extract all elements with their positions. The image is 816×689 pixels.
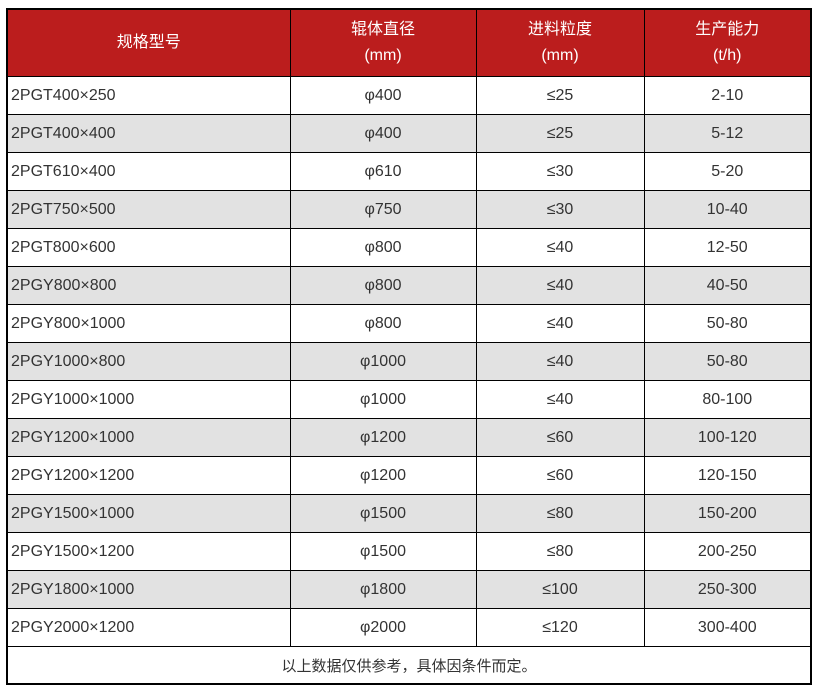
cell-roller-diameter: φ1500 (289, 532, 477, 571)
spec-table-head: 规格型号 辊体直径 (mm) 进料粒度 (mm) 生产能力 (t/h) (6, 8, 812, 77)
table-row: 2PGT400×250 φ400 ≤25 2-10 (6, 76, 812, 115)
cell-capacity: 2-10 (643, 76, 812, 115)
cell-feed-size: ≤60 (475, 418, 645, 457)
header-roller-diameter-unit: (mm) (364, 47, 402, 64)
cell-feed-size: ≤80 (475, 532, 645, 571)
cell-capacity: 300-400 (643, 608, 812, 647)
cell-model: 2PGT610×400 (6, 152, 291, 191)
cell-capacity: 5-20 (643, 152, 812, 191)
cell-model: 2PGT400×250 (6, 76, 291, 115)
cell-model: 2PGY800×1000 (6, 304, 291, 343)
cell-feed-size: ≤40 (475, 380, 645, 419)
header-capacity-label: 生产能力 (695, 21, 760, 38)
table-row: 2PGY1000×1000 φ1000 ≤40 80-100 (6, 380, 812, 419)
table-row: 2PGY1800×1000 φ1800 ≤100 250-300 (6, 570, 812, 609)
header-feed-size-label: 进料粒度 (527, 21, 592, 38)
cell-capacity: 5-12 (643, 114, 812, 153)
header-model-label: 规格型号 (116, 34, 181, 51)
spec-table-foot: 以上数据仅供参考，具体因条件而定。 (6, 646, 812, 685)
cell-feed-size: ≤30 (475, 190, 645, 229)
cell-roller-diameter: φ1200 (289, 418, 477, 457)
cell-roller-diameter: φ1200 (289, 456, 477, 495)
cell-capacity: 120-150 (643, 456, 812, 495)
cell-model: 2PGY1000×1000 (6, 380, 291, 419)
cell-model: 2PGY1200×1000 (6, 418, 291, 457)
cell-roller-diameter: φ1000 (289, 342, 477, 381)
cell-capacity: 10-40 (643, 190, 812, 229)
table-row: 2PGT400×400 φ400 ≤25 5-12 (6, 114, 812, 153)
table-row: 2PGY1500×1000 φ1500 ≤80 150-200 (6, 494, 812, 533)
cell-roller-diameter: φ1800 (289, 570, 477, 609)
header-model: 规格型号 (6, 8, 291, 77)
spec-table-body: 2PGT400×250 φ400 ≤25 2-10 2PGT400×400 φ400 ≤25… (6, 76, 812, 647)
footer-note: 以上数据仅供参考，具体因条件而定。 (6, 646, 812, 685)
header-capacity: 生产能力 (t/h) (643, 8, 812, 77)
table-row: 2PGY800×1000 φ800 ≤40 50-80 (6, 304, 812, 343)
cell-roller-diameter: φ1500 (289, 494, 477, 533)
table-row: 2PGT610×400 φ610 ≤30 5-20 (6, 152, 812, 191)
cell-roller-diameter: φ400 (289, 76, 477, 115)
cell-model: 2PGY2000×1200 (6, 608, 291, 647)
table-row: 2PGY1200×1000 φ1200 ≤60 100-120 (6, 418, 812, 457)
cell-capacity: 200-250 (643, 532, 812, 571)
cell-roller-diameter: φ800 (289, 228, 477, 267)
header-roller-diameter-label: 辊体直径 (350, 21, 415, 38)
cell-feed-size: ≤40 (475, 304, 645, 343)
cell-model: 2PGY1200×1200 (6, 456, 291, 495)
table-row: 2PGT750×500 φ750 ≤30 10-40 (6, 190, 812, 229)
cell-feed-size: ≤25 (475, 76, 645, 115)
cell-capacity: 150-200 (643, 494, 812, 533)
cell-feed-size: ≤60 (475, 456, 645, 495)
table-row: 2PGT800×600 φ800 ≤40 12-50 (6, 228, 812, 267)
cell-roller-diameter: φ800 (289, 266, 477, 305)
cell-feed-size: ≤40 (475, 266, 645, 305)
table-row: 2PGY1200×1200 φ1200 ≤60 120-150 (6, 456, 812, 495)
header-roller-diameter: 辊体直径 (mm) (289, 8, 477, 77)
cell-roller-diameter: φ750 (289, 190, 477, 229)
cell-feed-size: ≤40 (475, 228, 645, 267)
cell-model: 2PGY1500×1200 (6, 532, 291, 571)
cell-capacity: 12-50 (643, 228, 812, 267)
cell-feed-size: ≤25 (475, 114, 645, 153)
cell-capacity: 80-100 (643, 380, 812, 419)
header-feed-size: 进料粒度 (mm) (475, 8, 645, 77)
table-row: 2PGY1500×1200 φ1500 ≤80 200-250 (6, 532, 812, 571)
table-row: 2PGY2000×1200 φ2000 ≤120 300-400 (6, 608, 812, 647)
table-row: 2PGY800×800 φ800 ≤40 40-50 (6, 266, 812, 305)
cell-model: 2PGT750×500 (6, 190, 291, 229)
cell-capacity: 250-300 (643, 570, 812, 609)
cell-feed-size: ≤100 (475, 570, 645, 609)
table-row: 2PGY1000×800 φ1000 ≤40 50-80 (6, 342, 812, 381)
cell-feed-size: ≤120 (475, 608, 645, 647)
footer-row: 以上数据仅供参考，具体因条件而定。 (6, 646, 812, 685)
cell-roller-diameter: φ610 (289, 152, 477, 191)
cell-model: 2PGY1000×800 (6, 342, 291, 381)
cell-model: 2PGY800×800 (6, 266, 291, 305)
cell-roller-diameter: φ2000 (289, 608, 477, 647)
cell-feed-size: ≤40 (475, 342, 645, 381)
cell-model: 2PGY1800×1000 (6, 570, 291, 609)
cell-capacity: 50-80 (643, 304, 812, 343)
header-feed-size-unit: (mm) (541, 47, 579, 64)
cell-model: 2PGY1500×1000 (6, 494, 291, 533)
cell-roller-diameter: φ1000 (289, 380, 477, 419)
cell-capacity: 100-120 (643, 418, 812, 457)
cell-capacity: 40-50 (643, 266, 812, 305)
cell-feed-size: ≤80 (475, 494, 645, 533)
cell-roller-diameter: φ400 (289, 114, 477, 153)
cell-model: 2PGT400×400 (6, 114, 291, 153)
cell-feed-size: ≤30 (475, 152, 645, 191)
cell-roller-diameter: φ800 (289, 304, 477, 343)
cell-model: 2PGT800×600 (6, 228, 291, 267)
spec-table-container: 规格型号 辊体直径 (mm) 进料粒度 (mm) 生产能力 (t/h) 2PGT… (6, 8, 812, 685)
spec-table: 规格型号 辊体直径 (mm) 进料粒度 (mm) 生产能力 (t/h) 2PGT… (6, 8, 812, 685)
header-capacity-unit: (t/h) (713, 47, 742, 64)
cell-capacity: 50-80 (643, 342, 812, 381)
header-row: 规格型号 辊体直径 (mm) 进料粒度 (mm) 生产能力 (t/h) (6, 8, 812, 77)
